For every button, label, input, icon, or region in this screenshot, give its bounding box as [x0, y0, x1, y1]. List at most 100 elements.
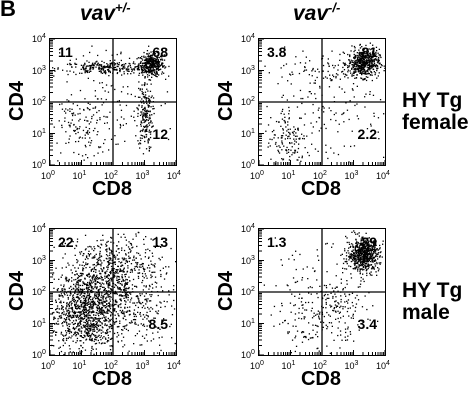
event-dot	[84, 134, 86, 136]
event-dot	[100, 339, 102, 341]
event-dot	[110, 327, 113, 330]
event-dot	[344, 62, 346, 64]
event-dot	[309, 82, 311, 84]
event-dot	[114, 63, 116, 66]
event-dot	[312, 336, 314, 339]
event-dot	[322, 55, 324, 57]
event-dot	[175, 261, 176, 263]
event-dot	[146, 61, 148, 63]
event-dot	[361, 69, 363, 71]
event-dot	[82, 318, 85, 320]
event-dot	[79, 335, 81, 337]
event-dot	[93, 301, 96, 303]
event-dot	[113, 66, 115, 68]
event-dot	[357, 260, 360, 262]
event-dot	[303, 138, 305, 140]
event-dot	[374, 263, 376, 265]
event-dot	[295, 141, 297, 143]
event-dot	[299, 137, 301, 139]
event-dot	[88, 255, 90, 257]
event-dot	[357, 66, 359, 68]
event-dot	[137, 298, 140, 300]
event-dot	[99, 298, 101, 301]
event-dot	[94, 286, 96, 288]
event-dot	[126, 261, 128, 263]
event-dot	[354, 264, 356, 267]
event-dot	[289, 128, 291, 130]
event-dot	[92, 281, 95, 283]
event-dot	[302, 331, 305, 333]
event-dot	[288, 131, 290, 134]
event-dot	[143, 62, 145, 64]
event-dot	[352, 66, 354, 68]
event-dot	[121, 311, 123, 313]
event-dot	[367, 249, 369, 251]
event-dot	[145, 334, 148, 336]
event-dot	[366, 265, 368, 267]
event-dot	[139, 301, 141, 304]
event-dot	[75, 304, 77, 306]
event-dot	[118, 261, 120, 263]
event-dot	[104, 70, 106, 72]
event-dot	[372, 56, 374, 58]
event-dot	[349, 254, 351, 256]
event-dot	[355, 55, 357, 57]
event-dot	[56, 323, 58, 325]
event-dot	[165, 66, 167, 68]
event-dot	[86, 70, 89, 73]
event-dot	[282, 158, 285, 160]
event-dot	[62, 339, 64, 341]
event-dot	[360, 253, 362, 256]
event-dot	[150, 274, 152, 276]
event-dot	[86, 274, 88, 276]
event-dot	[97, 328, 99, 330]
event-dot	[327, 157, 329, 160]
event-dot	[141, 301, 144, 304]
event-dot	[125, 258, 127, 260]
event-dot	[151, 294, 153, 296]
event-dot	[375, 64, 377, 67]
event-dot	[111, 337, 113, 339]
event-dot	[103, 289, 105, 291]
event-dot	[361, 320, 363, 322]
event-dot	[363, 255, 366, 258]
event-dot	[102, 234, 104, 236]
event-dot	[59, 52, 61, 54]
event-dot	[370, 61, 372, 63]
event-dot	[136, 66, 138, 68]
event-dot	[317, 109, 319, 111]
event-dot	[87, 130, 89, 132]
event-dot	[148, 70, 150, 72]
event-dot	[89, 266, 91, 268]
event-dot	[323, 315, 325, 318]
event-dot	[374, 250, 377, 252]
event-dot	[93, 330, 95, 332]
event-dot	[374, 66, 376, 68]
event-dot	[360, 257, 362, 259]
event-dot	[88, 128, 91, 130]
event-dot	[141, 105, 143, 107]
event-dot	[77, 281, 79, 284]
event-dot	[152, 63, 155, 65]
event-dot	[75, 315, 77, 317]
event-dot	[307, 278, 309, 280]
event-dot	[148, 284, 151, 287]
event-dot	[133, 68, 135, 70]
event-dot	[367, 52, 369, 54]
event-dot	[113, 272, 115, 274]
event-dot	[62, 69, 64, 71]
event-dot	[94, 294, 96, 296]
event-dot	[145, 130, 147, 132]
event-dot	[79, 280, 81, 282]
event-dot	[75, 288, 77, 290]
event-dot	[60, 293, 63, 295]
event-dot	[95, 338, 97, 340]
event-dot	[343, 145, 345, 147]
event-dot	[97, 295, 100, 297]
event-dot	[100, 64, 103, 66]
event-dot	[365, 263, 368, 265]
event-dot	[121, 264, 123, 266]
event-dot	[92, 297, 94, 299]
event-dot	[345, 64, 347, 66]
quadrant-value-top-left: 3.8	[267, 44, 287, 60]
